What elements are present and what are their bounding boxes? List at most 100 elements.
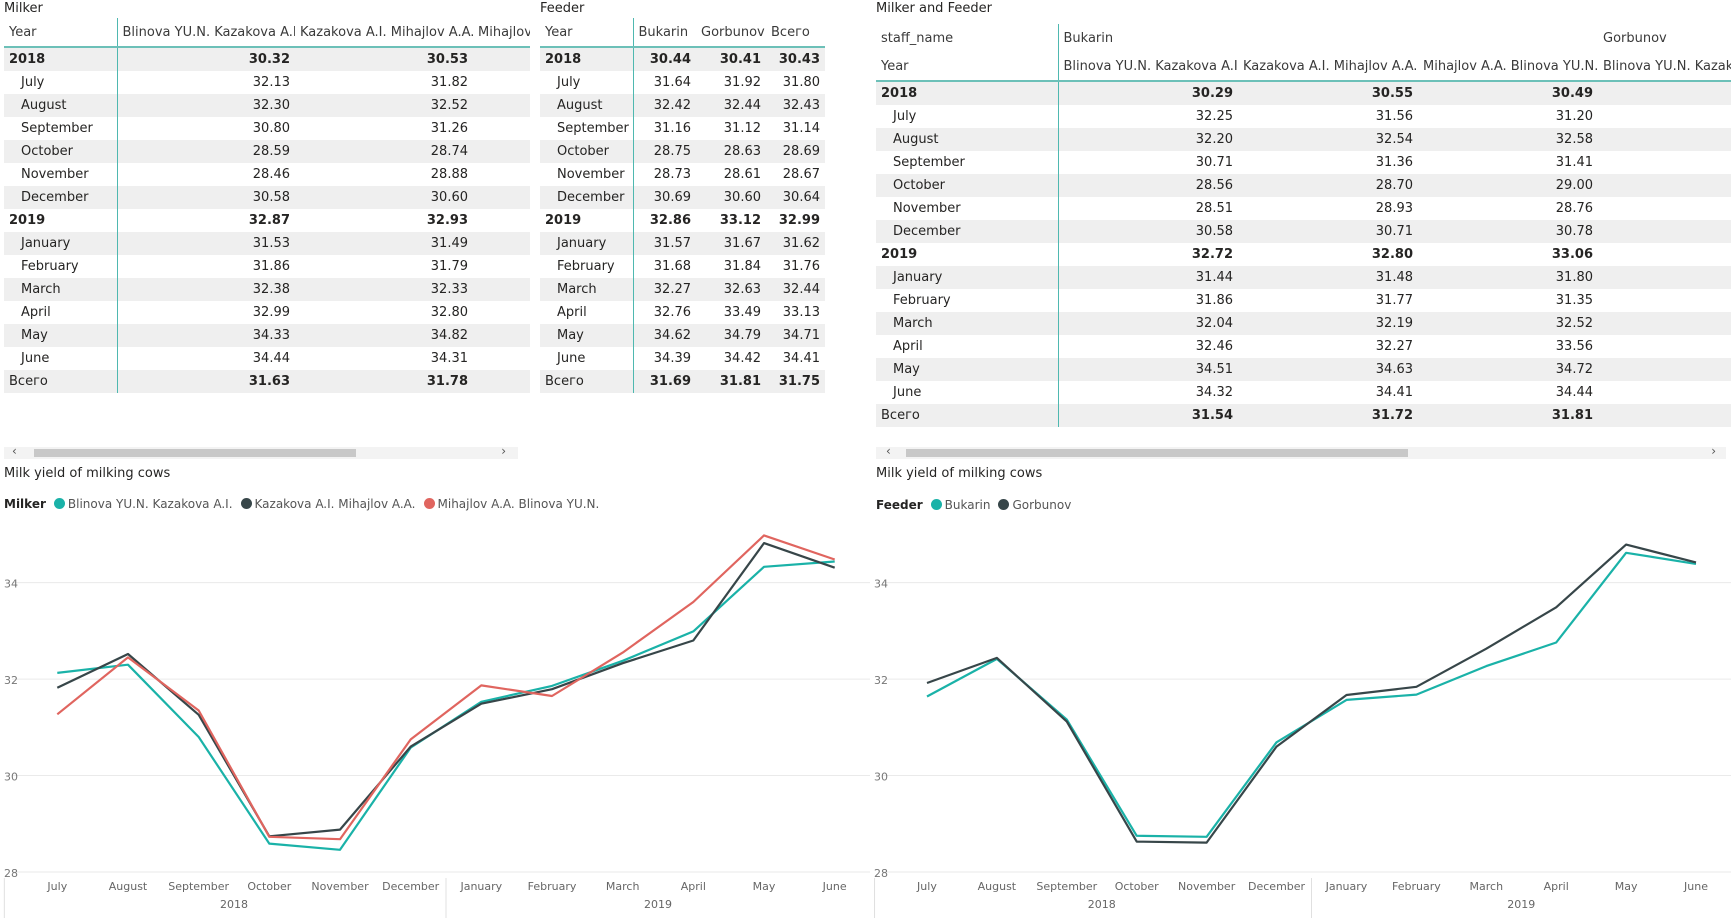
table-cell: 28.69 — [766, 140, 825, 163]
mf-table-title: Milker and Feeder — [876, 1, 992, 16]
feeder-matrix[interactable]: Year Bukarin Gorbunov Всего 2018 30.44 30.41 30… — [540, 18, 826, 404]
milker-horizontal-scrollbar[interactable]: ‹ › — [4, 444, 518, 459]
table-row[interactable]: March 32.38 32.33 — [4, 278, 530, 301]
table-row[interactable]: September 31.16 31.12 31.14 — [540, 117, 825, 140]
table-row[interactable]: June 34.44 34.31 — [4, 347, 530, 370]
legend-marker-icon — [930, 499, 942, 510]
year-row[interactable]: 2018 30.29 30.55 30.49 — [876, 81, 1731, 105]
table-row[interactable]: September 30.71 31.36 31.41 — [876, 151, 1731, 174]
year-row[interactable]: 2018 30.32 30.53 — [4, 46, 530, 71]
table-row[interactable]: March 32.04 32.19 32.52 — [876, 312, 1731, 335]
table-row[interactable]: November 28.51 28.93 28.76 — [876, 197, 1731, 220]
row-label: Всего — [4, 370, 118, 393]
table-row[interactable]: May 34.62 34.79 34.71 — [540, 324, 825, 347]
table-row[interactable]: January 31.53 31.49 — [4, 232, 530, 255]
column-header: Blinova YU.N. Kazakova A.I. — [1058, 52, 1238, 82]
table-row[interactable]: December 30.58 30.60 — [4, 186, 530, 209]
table-cell: 32.58 — [1418, 128, 1598, 151]
table-row[interactable]: August 32.42 32.44 32.43 — [540, 94, 825, 117]
row-label: March — [876, 312, 1059, 335]
legend-item[interactable]: Mihajlov A.A. Blinova YU.N. — [423, 497, 599, 511]
table-row[interactable]: November 28.46 28.88 — [4, 163, 530, 186]
milker-matrix[interactable]: Year Blinova YU.N. Kazakova A.I. Kazakova … — [4, 18, 530, 404]
table-row[interactable]: November 28.73 28.61 28.67 — [540, 163, 825, 186]
table-row[interactable]: May 34.51 34.63 34.72 — [876, 358, 1731, 381]
year-row[interactable]: 2019 32.87 32.93 — [4, 209, 530, 232]
total-row[interactable]: Всего 31.69 31.81 31.75 — [540, 370, 825, 393]
table-row[interactable]: February 31.86 31.79 — [4, 255, 530, 278]
table-row[interactable]: August 32.30 32.52 — [4, 94, 530, 117]
row-label: March — [4, 278, 118, 301]
row-label: July — [540, 71, 634, 94]
column-header: Kazakova A.I. Mihajlov A.A. — [1238, 52, 1418, 82]
row-label: December — [4, 186, 118, 209]
chart-title-milker: Milk yield of milking cows — [4, 466, 171, 481]
table-row[interactable]: May 34.33 34.82 — [4, 324, 530, 347]
year-row[interactable]: 2019 32.72 32.80 33.06 — [876, 243, 1731, 266]
scroll-left-icon[interactable]: ‹ — [12, 444, 17, 458]
year-row[interactable]: 2018 30.44 30.41 30.43 — [540, 46, 825, 71]
table-row[interactable]: April 32.46 32.27 33.56 — [876, 335, 1731, 358]
table-row[interactable]: January 31.57 31.67 31.62 — [540, 232, 825, 255]
table-cell — [1598, 128, 1731, 151]
row-label: January — [540, 232, 634, 255]
table-cell: 34.71 — [766, 324, 825, 347]
table-cell — [473, 140, 530, 163]
row-label: October — [876, 174, 1059, 197]
line-chart-milker[interactable]: 28 30 32 34 July August September October Novemb… — [0, 520, 870, 918]
table-row[interactable]: October 28.75 28.63 28.69 — [540, 140, 825, 163]
column-header: Year — [4, 18, 118, 47]
milker-feeder-matrix[interactable]: staff_name Bukarin Gorbunov Year Blinova YU.… — [876, 24, 1731, 430]
table-cell — [473, 301, 530, 324]
scrollbar-thumb[interactable] — [906, 449, 1408, 457]
table-row[interactable]: January 31.44 31.48 31.80 — [876, 266, 1731, 289]
table-cell — [1598, 266, 1731, 289]
table-row[interactable]: February 31.86 31.77 31.35 — [876, 289, 1731, 312]
table-cell — [1598, 335, 1731, 358]
table-cell — [1598, 381, 1731, 404]
scroll-left-icon[interactable]: ‹ — [886, 444, 891, 458]
table-cell: 30.53 — [295, 46, 473, 71]
scroll-right-icon[interactable]: › — [501, 444, 506, 458]
legend-item[interactable]: Blinova YU.N. Kazakova A.I. — [53, 497, 233, 511]
table-row[interactable]: April 32.99 32.80 — [4, 301, 530, 324]
table-cell — [1598, 404, 1731, 427]
table-row[interactable]: August 32.20 32.54 32.58 — [876, 128, 1731, 151]
line-chart-feeder[interactable]: 28 30 32 34 July August September October Novemb… — [870, 520, 1731, 918]
x-tick-label: June — [822, 880, 847, 893]
total-row[interactable]: Всего 31.54 31.72 31.81 — [876, 404, 1731, 427]
table-row[interactable]: October 28.59 28.74 — [4, 140, 530, 163]
mf-horizontal-scrollbar[interactable]: ‹ › — [876, 444, 1726, 459]
row-label: November — [876, 197, 1059, 220]
table-row[interactable]: October 28.56 28.70 29.00 — [876, 174, 1731, 197]
table-row[interactable]: July 31.64 31.92 31.80 — [540, 71, 825, 94]
table-row[interactable]: June 34.32 34.41 34.44 — [876, 381, 1731, 404]
table-cell: 31.35 — [1555, 293, 1593, 308]
table-row[interactable]: July 32.25 31.56 31.20 — [876, 105, 1731, 128]
table-row[interactable]: June 34.39 34.42 34.41 — [540, 347, 825, 370]
table-cell: 30.32 — [117, 46, 295, 71]
legend-item[interactable]: Kazakova A.I. Mihajlov A.A. — [240, 497, 416, 511]
table-cell: 32.20 — [1058, 128, 1238, 151]
year-row[interactable]: 2019 32.86 33.12 32.99 — [540, 209, 825, 232]
table-row[interactable]: December 30.58 30.71 30.78 — [876, 220, 1731, 243]
table-cell: 31.57 — [633, 232, 696, 255]
scrollbar-thumb[interactable] — [34, 449, 356, 457]
table-row[interactable]: April 32.76 33.49 33.13 — [540, 301, 825, 324]
x-tick-label: April — [681, 880, 706, 893]
table-cell — [473, 232, 530, 255]
table-row[interactable]: February 31.68 31.84 31.76 — [540, 255, 825, 278]
legend-item[interactable]: Bukarin — [930, 498, 990, 512]
table-cell — [1598, 220, 1731, 243]
row-label: June — [876, 381, 1059, 404]
table-row[interactable]: September 30.80 31.26 — [4, 117, 530, 140]
table-row[interactable]: July 32.13 31.82 — [4, 71, 530, 94]
legend-label: Kazakova A.I. Mihajlov A.A. — [254, 497, 416, 511]
table-row[interactable]: March 32.27 32.63 32.44 — [540, 278, 825, 301]
scroll-right-icon[interactable]: › — [1711, 444, 1716, 458]
row-label: May — [540, 324, 634, 347]
total-row[interactable]: Всего 31.63 31.78 — [4, 370, 530, 393]
table-row[interactable]: December 30.69 30.60 30.64 — [540, 186, 825, 209]
legend-item[interactable]: Gorbunov — [998, 498, 1071, 512]
row-label: December — [540, 186, 634, 209]
